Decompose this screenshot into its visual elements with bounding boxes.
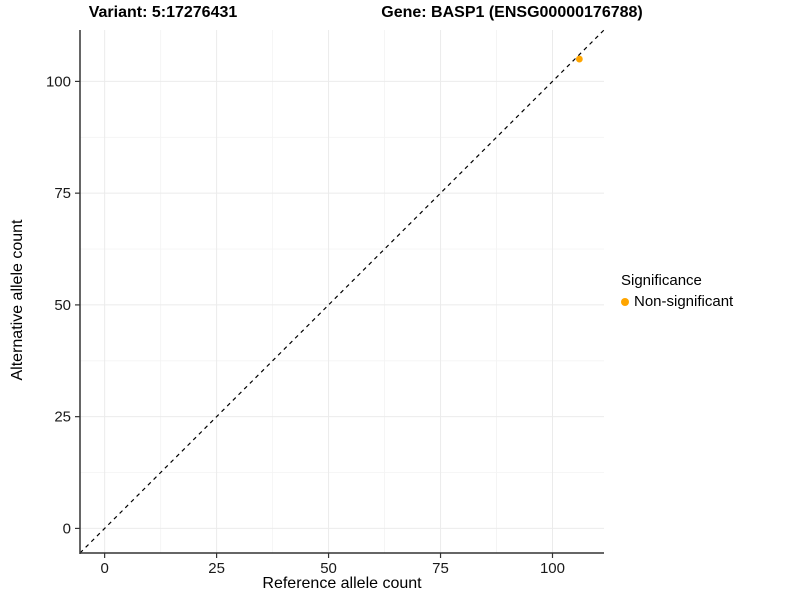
legend: Significance Non-significant [621,272,733,310]
plot-title-variant: Variant: 5:17276431 [88,4,238,21]
x-tick-label: 25 [208,560,225,577]
legend-items: Non-significant [621,293,733,310]
x-tick-label: 0 [100,560,108,577]
legend-point-icon [621,297,629,306]
y-axis-title: Alternative allele count [9,219,26,381]
y-tick-label: 25 [54,409,71,426]
x-tick-label: 50 [320,560,337,577]
y-tick-label: 100 [46,73,71,90]
x-axis-title: Reference allele count [262,575,422,592]
y-tick-label: 75 [54,185,71,202]
y-tick-label: 0 [63,520,71,537]
x-tick-label: 75 [432,560,449,577]
identity-dashed-line [79,29,605,554]
legend-item-label: Non-significant [634,293,734,310]
plot-title-gene: Gene: BASP1 (ENSG00000176788) [381,4,643,21]
legend-title: Significance [621,272,702,289]
x-tick-label: 100 [540,560,565,577]
legend-item: Non-significant [621,293,733,310]
y-tick-label: 50 [54,297,71,314]
data-point [575,55,583,63]
